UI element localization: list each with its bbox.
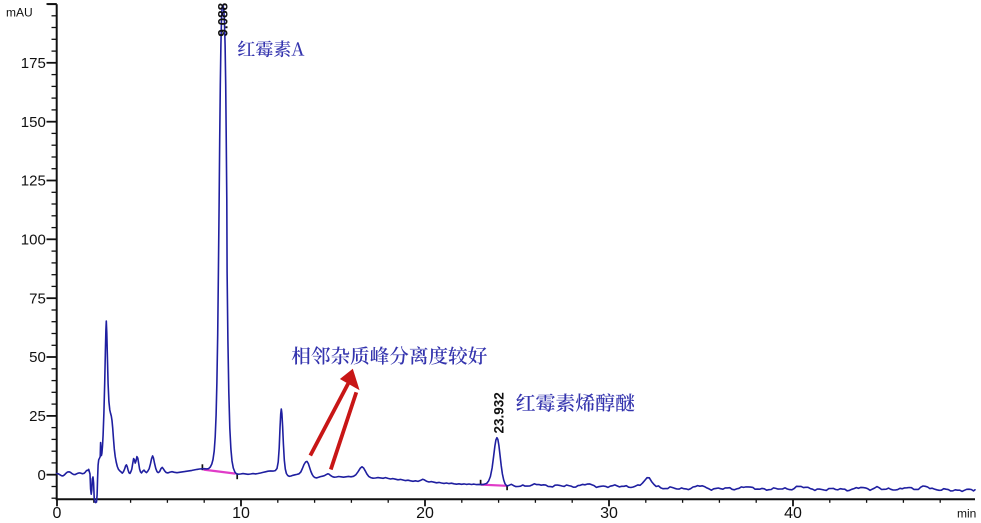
svg-text:25: 25 [29,408,46,425]
svg-text:75: 75 [29,290,46,307]
svg-text:9.088: 9.088 [216,2,231,36]
svg-text:0: 0 [37,467,45,484]
svg-text:175: 175 [21,55,46,72]
svg-text:0: 0 [53,505,62,522]
svg-text:40: 40 [784,505,802,522]
svg-text:150: 150 [21,114,46,131]
svg-text:min: min [957,507,976,521]
svg-text:50: 50 [29,349,46,366]
svg-text:125: 125 [21,173,46,190]
svg-text:23.932: 23.932 [491,392,506,433]
svg-text:30: 30 [600,505,618,522]
svg-text:20: 20 [416,505,434,522]
svg-text:10: 10 [232,505,250,522]
svg-text:mAU: mAU [6,6,33,20]
svg-text:100: 100 [21,232,46,249]
